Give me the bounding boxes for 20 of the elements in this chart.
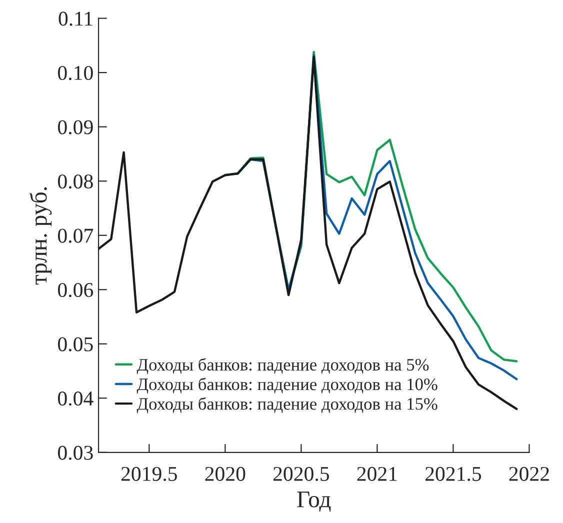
legend-label: Доходы банков: падение доходов на 5%	[136, 358, 429, 374]
y-tick-label: 0.05	[58, 337, 93, 352]
y-tick-label: 0.11	[58, 12, 92, 26]
x-tick-label: 2020	[205, 466, 246, 481]
y-tick-label: 0.09	[58, 120, 93, 134]
y-tick-label: 0.10	[58, 66, 93, 80]
legend-label: Доходы банков: падение доходов на 15%	[136, 397, 438, 414]
x-tick-label: 2020.5	[273, 466, 330, 482]
x-axis-title: Год	[297, 492, 331, 512]
x-tick-label: 2019.5	[121, 466, 177, 482]
legend-label: Доходы банков: падение доходов на 10%	[136, 378, 438, 394]
y-tick-label: 0.03	[58, 446, 93, 460]
x-tick-label: 2022	[509, 466, 549, 481]
y-tick-label: 0.04	[58, 392, 94, 406]
y-tick-label: 0.06	[58, 282, 94, 298]
x-tick-label: 2021.5	[425, 466, 482, 482]
y-tick-label: 0.07	[58, 228, 94, 243]
x-tick-label: 2021	[357, 466, 397, 481]
y-axis-title: трлн. руб.	[30, 187, 52, 285]
y-tick-label: 0.08	[58, 174, 93, 189]
